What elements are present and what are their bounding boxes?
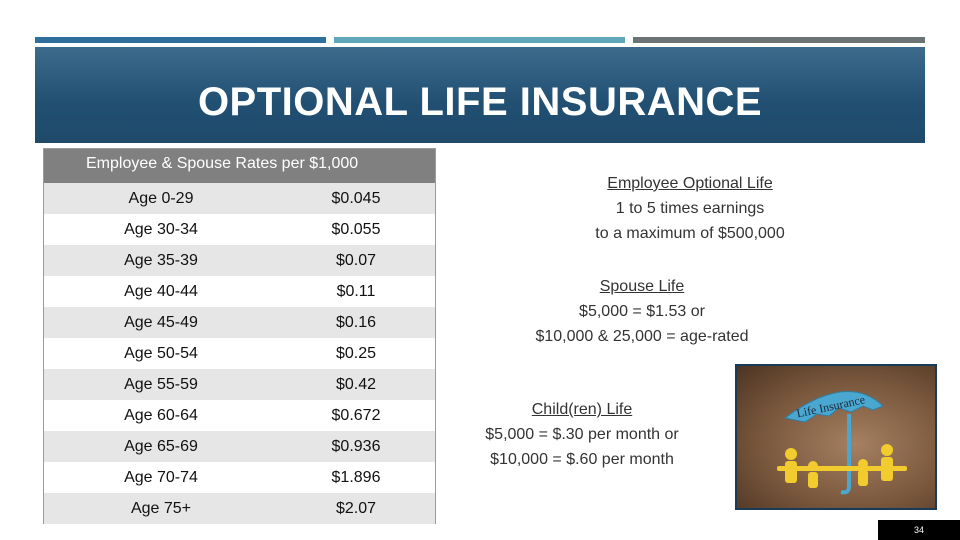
rate-cell: $0.11: [336, 283, 376, 300]
umbrella-canopy: [783, 391, 884, 423]
family-figures: [777, 444, 907, 488]
table-row: Age 40-44 $0.11: [44, 276, 435, 307]
table-row: Age 0-29 $0.045: [44, 183, 435, 214]
table-row: Age 60-64 $0.672: [44, 400, 435, 431]
table-row: Age 45-49 $0.16: [44, 307, 435, 338]
rate-cell: $1.896: [331, 469, 381, 486]
age-cell: Age 30-34: [124, 221, 198, 238]
table-row: Age 55-59 $0.42: [44, 369, 435, 400]
slide-title: OPTIONAL LIFE INSURANCE: [197, 80, 763, 124]
age-cell: Age 65-69: [124, 438, 198, 455]
spouse-line1: $5,000 = $1.53 or: [579, 303, 705, 320]
accent-bar-3: [633, 37, 925, 43]
age-cell: Age 70-74: [124, 469, 198, 486]
rate-cell: $0.055: [331, 221, 381, 238]
employee-optional-line2: to a maximum of $500,000: [595, 225, 785, 242]
table-row: Age 30-34 $0.055: [44, 214, 435, 245]
age-cell: Age 75+: [130, 500, 192, 517]
age-cell: Age 50-54: [124, 345, 198, 362]
table-row: Age 35-39 $0.07: [44, 245, 435, 276]
rates-table-header: Employee & Spouse Rates per $1,000: [44, 149, 435, 183]
age-cell: Age 45-49: [124, 314, 198, 331]
table-row: Age 65-69 $0.936: [44, 431, 435, 462]
umbrella-family-illustration: Life Insurance: [777, 391, 907, 495]
rate-cell: $0.16: [335, 314, 377, 331]
rate-cell: $2.07: [335, 500, 377, 517]
age-cell: Age 0-29: [128, 190, 194, 207]
page-number: 34: [878, 520, 960, 540]
rate-cell: $0.936: [331, 438, 381, 455]
age-cell: Age 60-64: [124, 407, 198, 424]
spouse-section: Spouse Life $5,000 = $1.53 or $10,000 & …: [412, 274, 872, 349]
table-row: Age 70-74 $1.896: [44, 462, 435, 493]
age-cell: Age 35-39: [124, 252, 198, 269]
spouse-line2: $10,000 & 25,000 = age-rated: [535, 328, 749, 345]
accent-bar-2: [334, 37, 625, 43]
children-section: Child(ren) Life $5,000 = $.30 per month …: [352, 397, 812, 472]
title-banner: [35, 47, 925, 143]
accent-bar-1: [35, 37, 326, 43]
children-line1: $5,000 = $.30 per month or: [485, 426, 679, 443]
rate-cell: $0.25: [335, 345, 377, 362]
rate-cell: $0.07: [335, 252, 377, 269]
rates-table: Employee & Spouse Rates per $1,000 Age 0…: [43, 148, 436, 524]
children-heading: Child(ren) Life: [531, 401, 633, 418]
employee-optional-line1: 1 to 5 times earnings: [615, 200, 765, 217]
table-row: Age 75+ $2.07: [44, 493, 435, 524]
employee-optional-heading: Employee Optional Life: [607, 175, 773, 192]
employee-optional-section: Employee Optional Life 1 to 5 times earn…: [460, 171, 920, 246]
umbrella-handle: [840, 414, 851, 495]
rate-cell: $0.42: [335, 376, 377, 393]
age-cell: Age 55-59: [124, 376, 198, 393]
spouse-heading: Spouse Life: [599, 278, 685, 295]
age-cell: Age 40-44: [124, 283, 198, 300]
children-line2: $10,000 = $.60 per month: [490, 451, 674, 468]
table-row: Age 50-54 $0.25: [44, 338, 435, 369]
rate-cell: $0.045: [331, 190, 381, 207]
life-insurance-photo: Life Insurance: [735, 364, 937, 510]
rate-cell: $0.672: [331, 407, 381, 424]
